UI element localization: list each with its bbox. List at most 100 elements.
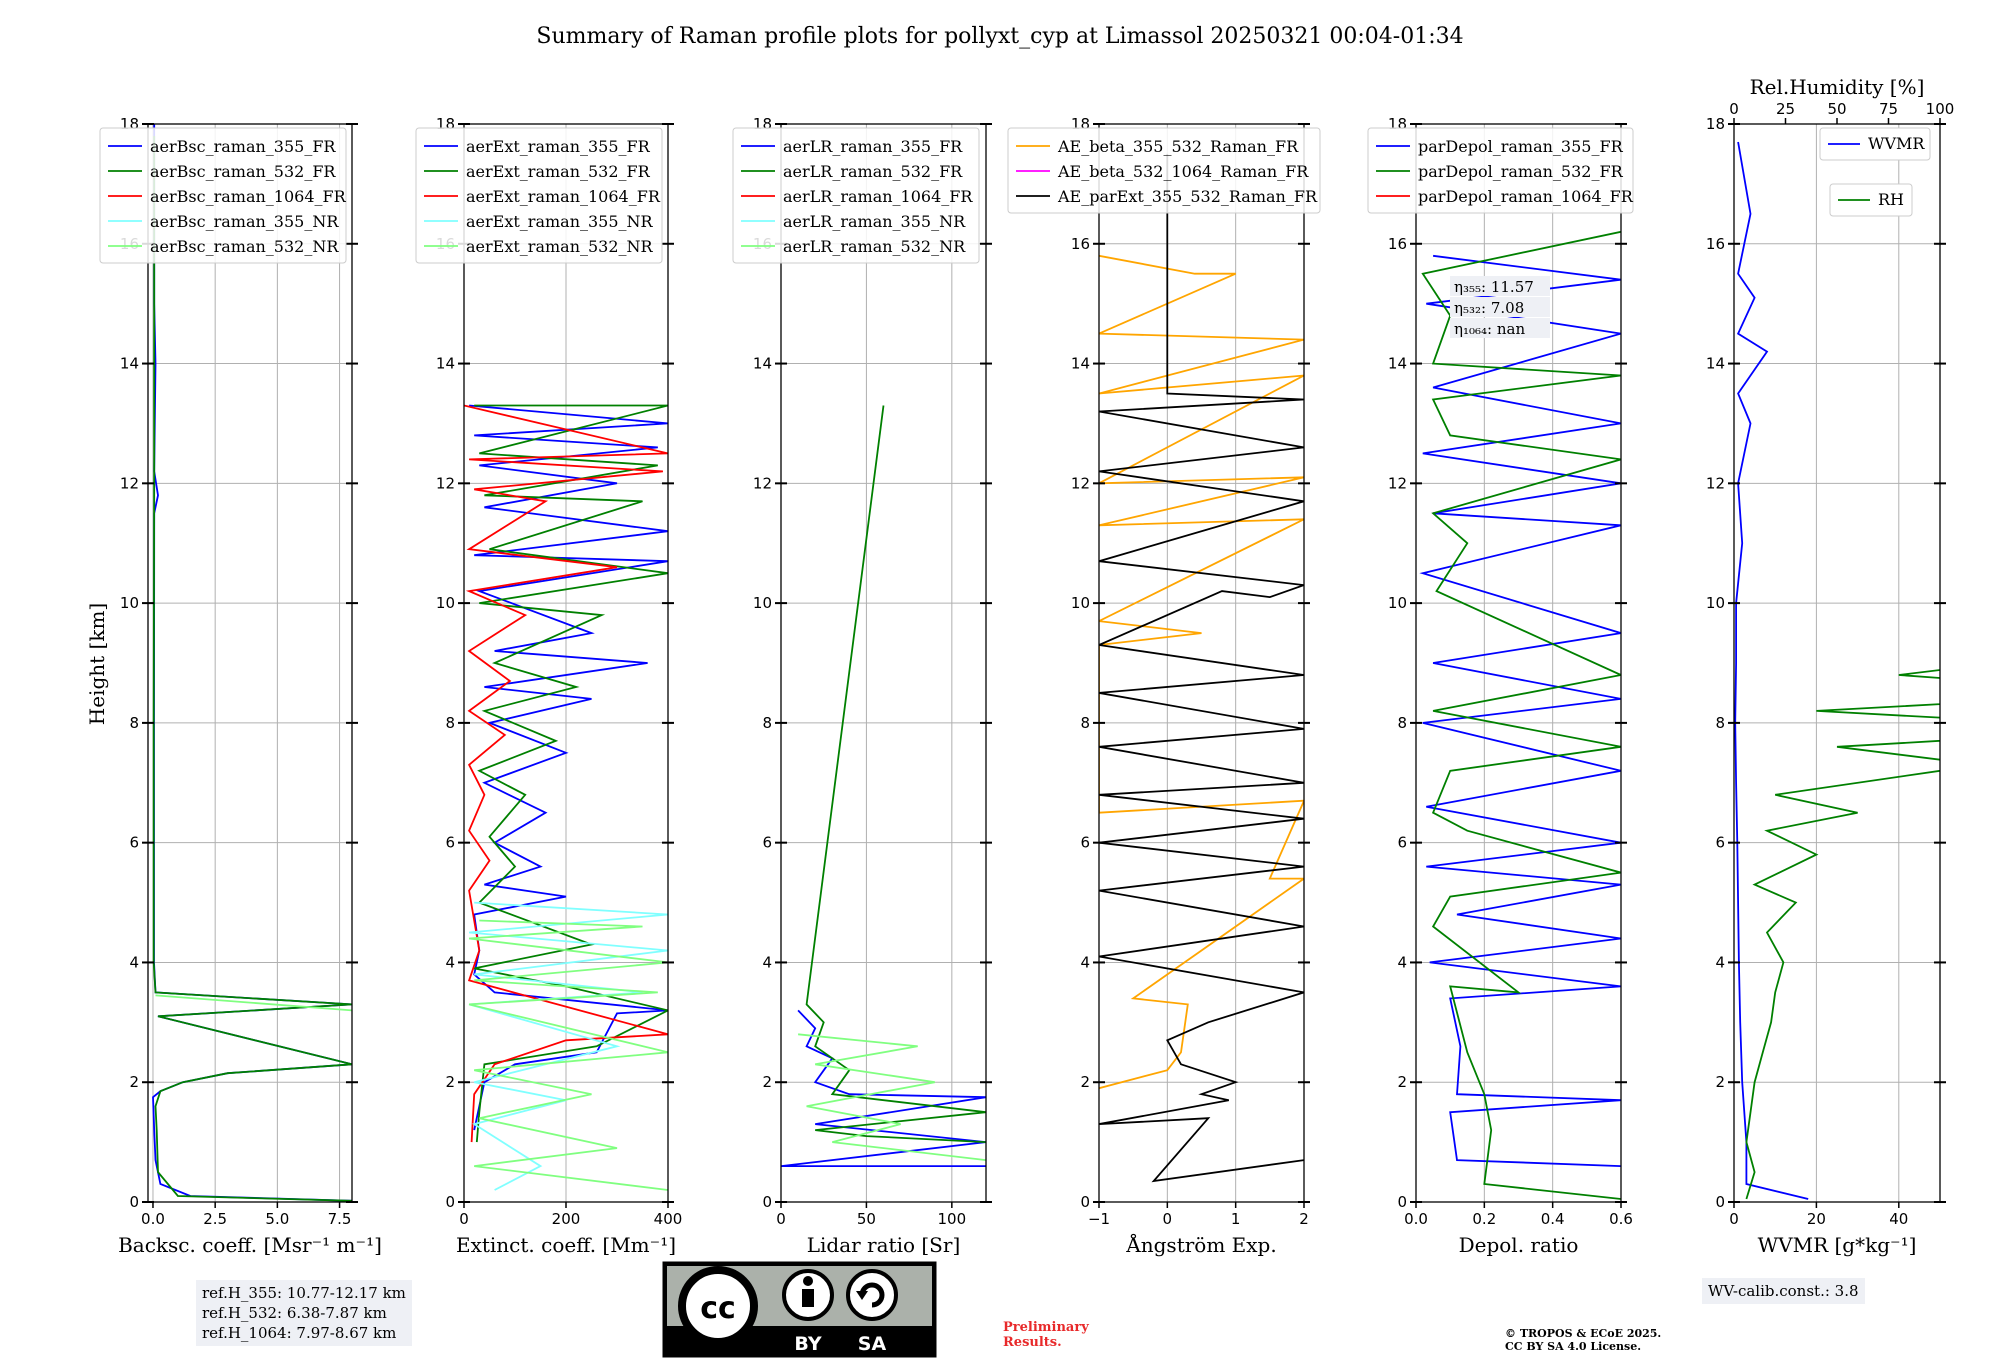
- plot-frame: [1098, 123, 1305, 1203]
- y-tick-label: 4: [445, 953, 455, 971]
- y-tick-label: 4: [1397, 953, 1407, 971]
- series-line-aerLR_raman_532_FR: [805, 405, 986, 1143]
- legend-label: parDepol_raman_1064_FR: [1418, 187, 1634, 206]
- y-tick-label: 14: [436, 355, 455, 373]
- y-tick-label: 12: [1706, 474, 1725, 492]
- y-tick-label: 12: [436, 474, 455, 492]
- legend-box: [1829, 183, 1913, 217]
- x-tick-label: 0.0: [141, 1210, 165, 1228]
- y-tick-label: 6: [762, 834, 772, 852]
- x-tick-label: 0.2: [1472, 1210, 1496, 1228]
- legend-box: [99, 127, 347, 264]
- x-tick-label: 2.5: [203, 1210, 227, 1228]
- y-tick-label: 0: [129, 1193, 139, 1211]
- y-tick-label: 8: [1080, 714, 1090, 732]
- x-axis-label: Backsc. coeff. [Msr⁻¹ m⁻¹]: [118, 1233, 382, 1257]
- cc-icon: [678, 1266, 758, 1346]
- series-line-aerExt_raman_532_NR: [468, 919, 668, 1191]
- top-x-tick-label: 100: [1926, 100, 1955, 118]
- series-line-AE_beta_355_532_Raman_FR: [1099, 254, 1304, 1090]
- legend-label: aerLR_raman_1064_FR: [783, 187, 973, 206]
- y-tick-label: 14: [1706, 355, 1725, 373]
- top-x-tick-label: 50: [1827, 100, 1846, 118]
- y-tick-label: 0: [762, 1193, 772, 1211]
- panel-lr: 024681012141618050100Lidar ratio [Sr]aer…: [732, 115, 992, 1257]
- legend-box: [415, 127, 663, 264]
- x-tick-label: 5.0: [265, 1210, 289, 1228]
- cc-label: cc: [700, 1291, 736, 1326]
- y-tick-label: 10: [1071, 594, 1090, 612]
- y-tick-label: 10: [1706, 594, 1725, 612]
- legend-label: aerBsc_raman_355_FR: [150, 137, 336, 156]
- y-tick-label: 2: [1080, 1073, 1090, 1091]
- series-line-aerLR_raman_355_FR: [781, 1009, 986, 1167]
- y-tick-label: 2: [1715, 1073, 1725, 1091]
- prelim-line-2: Results.: [1003, 1335, 1062, 1350]
- sa-label: SA: [858, 1333, 887, 1355]
- y-tick-label: 0: [1397, 1193, 1407, 1211]
- y-tick-label: 16: [1388, 235, 1407, 253]
- series-line-RH: [1745, 669, 1940, 1200]
- x-tick-label: 1: [1231, 1210, 1241, 1228]
- x-tick-label: 0.4: [1541, 1210, 1565, 1228]
- x-tick-label: 20: [1807, 1210, 1826, 1228]
- x-axis-label: Lidar ratio [Sr]: [807, 1233, 961, 1257]
- legend-box: [1007, 127, 1321, 214]
- y-tick-label: 2: [445, 1073, 455, 1091]
- legend-label: aerBsc_raman_1064_FR: [150, 187, 347, 206]
- series-line-aerExt_raman_532_FR: [474, 404, 668, 1143]
- y-tick-label: 8: [129, 714, 139, 732]
- series-line-aerExt_raman_355_NR: [468, 901, 668, 1191]
- legend-label: aerExt_raman_355_FR: [466, 137, 651, 156]
- x-tick-label: 0: [776, 1210, 786, 1228]
- series-line-aerExt_raman_355_FR: [469, 404, 668, 1131]
- legend-label: aerLR_raman_355_FR: [783, 137, 963, 156]
- y-tick-label: 6: [1397, 834, 1407, 852]
- y-tick-label: 6: [1080, 834, 1090, 852]
- x-axis-label: Depol. ratio: [1459, 1233, 1579, 1257]
- y-tick-label: 6: [129, 834, 139, 852]
- series-line-aerBsc_raman_532_NR: [155, 994, 352, 1012]
- legend-box: [1367, 127, 1634, 214]
- series-line-parDepol_raman_532_FR: [1421, 230, 1621, 1200]
- legend-box: [732, 127, 980, 264]
- x-tick-label: 0.6: [1609, 1210, 1633, 1228]
- annotation-bg: [1450, 318, 1550, 338]
- x-tick-label: 400: [654, 1210, 683, 1228]
- y-tick-label: 12: [120, 474, 139, 492]
- copyright-line-2: CC BY SA 4.0 License.: [1505, 1340, 1642, 1353]
- y-tick-label: 12: [1388, 474, 1407, 492]
- copyright-note: © TROPOS & ECoE 2025. CC BY SA 4.0 Licen…: [1505, 1327, 1661, 1353]
- legend-label: AE_beta_532_1064_Raman_FR: [1057, 162, 1309, 181]
- panel-ext: 0246810121416180200400Extinct. coeff. [M…: [415, 115, 683, 1257]
- eta-annotation: η₁₀₆₄: nan: [1454, 320, 1525, 338]
- y-tick-label: 0: [1080, 1193, 1090, 1211]
- x-tick-label: 7.5: [328, 1210, 352, 1228]
- x-tick-label: 100: [938, 1210, 967, 1228]
- y-tick-label: 14: [1388, 355, 1407, 373]
- y-tick-label: 8: [1715, 714, 1725, 732]
- x-tick-label: 200: [552, 1210, 581, 1228]
- plot-frame: [780, 123, 987, 1203]
- figure-title: Summary of Raman profile plots for polly…: [536, 24, 1463, 49]
- legend-label: parDepol_raman_355_FR: [1418, 137, 1624, 156]
- eta-annotation: η₃₅₅: 11.57: [1454, 278, 1534, 296]
- x-tick-label: 0: [1729, 1210, 1739, 1228]
- y-tick-label: 2: [762, 1073, 772, 1091]
- ref-height-532: ref.H_532: 6.38-7.87 km: [202, 1304, 387, 1322]
- y-tick-label: 0: [445, 1193, 455, 1211]
- top-x-tick-label: 0: [1729, 100, 1739, 118]
- y-tick-label: 8: [762, 714, 772, 732]
- x-tick-label: 0.0: [1404, 1210, 1428, 1228]
- y-tick-label: 16: [1071, 235, 1090, 253]
- y-tick-label: 14: [1071, 355, 1090, 373]
- share-alike-icon: [846, 1269, 898, 1321]
- eta-annotation: η₅₃₂: 7.08: [1454, 299, 1524, 317]
- y-tick-label: 8: [445, 714, 455, 732]
- y-tick-label: 0: [1715, 1193, 1725, 1211]
- y-tick-label: 4: [1080, 953, 1090, 971]
